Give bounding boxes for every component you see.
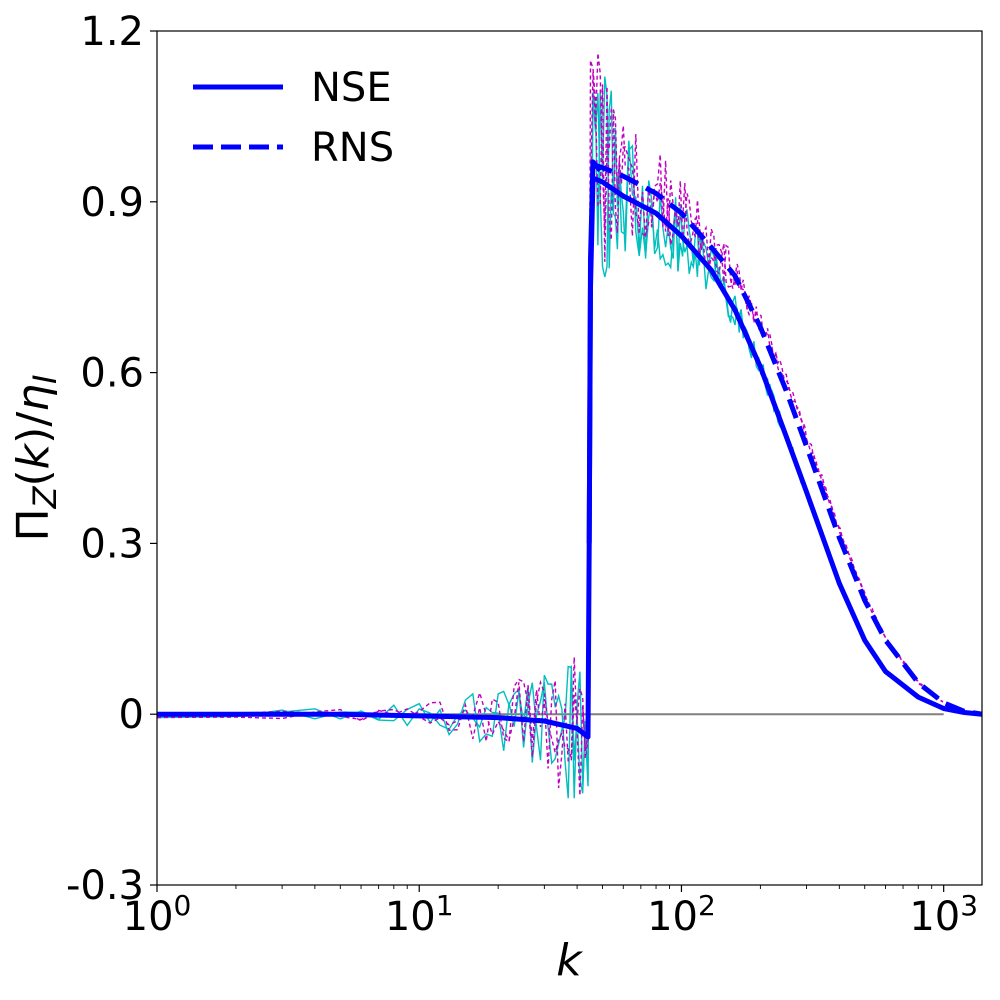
y-tick-label: -0.3 — [66, 863, 144, 909]
nse-mean-line — [157, 176, 982, 740]
legend: NSE RNS — [193, 65, 394, 171]
x-tick-label: 102 — [647, 889, 716, 940]
rns-mean-line — [592, 162, 982, 717]
plot-frame — [156, 30, 983, 886]
x-tick-label: 101 — [385, 889, 454, 940]
legend-label-rns: RNS — [311, 125, 394, 171]
y-tick-label: 0.9 — [80, 180, 144, 226]
x-axis-label: k — [556, 935, 583, 986]
x-tick-label: 103 — [909, 889, 978, 940]
y-tick-label: 0 — [119, 692, 144, 738]
y-tick-label: 1.2 — [80, 9, 144, 55]
y-axis-label: ΠZ(k)/ηI — [8, 375, 64, 542]
y-tick-label: 0.3 — [80, 521, 144, 567]
legend-label-nse: NSE — [311, 65, 392, 111]
y-tick-label: 0.6 — [80, 351, 144, 397]
x-tick-label: 100 — [123, 889, 192, 940]
